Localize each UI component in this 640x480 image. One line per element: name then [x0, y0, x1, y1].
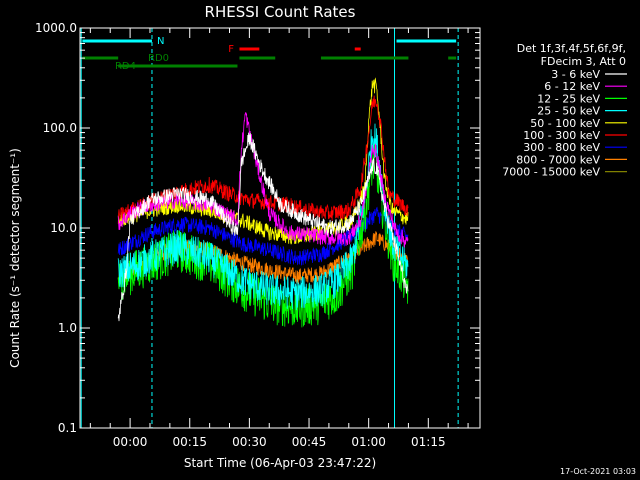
legend-label: 800 - 7000 keV — [516, 153, 600, 166]
series-line-0 — [117, 132, 409, 322]
y-tick-label: 0.1 — [58, 421, 77, 435]
y-tick-label: 1000.0 — [35, 21, 77, 35]
flag-label-f: F — [228, 44, 234, 55]
flag-label-rd4: RD4 — [115, 61, 136, 72]
legend-header-2: FDecim 3, Att 0 — [541, 55, 626, 68]
y-tick-label: 10.0 — [50, 221, 77, 235]
flag-label-n: N — [157, 36, 164, 47]
legend-label: 300 - 800 keV — [523, 141, 600, 154]
x-axis-label: Start Time (06-Apr-03 23:47:22) — [184, 456, 376, 470]
y-axis-label: Count Rate (s⁻¹ detector segment⁻¹) — [8, 148, 22, 368]
x-tick-label: 00:15 — [172, 435, 207, 449]
chart-title: RHESSI Count Rates — [205, 3, 356, 21]
legend-label: 3 - 6 keV — [551, 68, 600, 81]
y-tick-label: 100.0 — [43, 121, 77, 135]
legend-header-1: Det 1f,3f,4f,5f,6f,9f, — [517, 42, 626, 55]
legend-label: 7000 - 15000 keV — [502, 166, 600, 179]
flag-label-rd0: RD0 — [148, 53, 169, 64]
series-line-6 — [117, 206, 409, 266]
legend-label: 25 - 50 keV — [537, 105, 600, 118]
legend-label: 6 - 12 keV — [544, 80, 600, 93]
plot-area: N F RD0 RD4 0.1 1.0 10.0 100.0 1000.0 00:00 00:15 0… — [35, 21, 627, 449]
x-tick-label: 01:15 — [411, 435, 446, 449]
x-tick-label: 00:30 — [232, 435, 267, 449]
x-tick-label: 01:00 — [351, 435, 386, 449]
legend-label: 100 - 300 keV — [523, 129, 600, 142]
footer-timestamp: 17-Oct-2021 03:03 — [560, 467, 636, 476]
legend-label: 50 - 100 keV — [530, 117, 600, 130]
y-tick-label: 1.0 — [58, 321, 77, 335]
x-tick-label: 00:45 — [292, 435, 327, 449]
x-tick-label: 00:00 — [113, 435, 148, 449]
legend-label: 12 - 25 keV — [537, 92, 600, 105]
series-line-3 — [117, 123, 409, 311]
